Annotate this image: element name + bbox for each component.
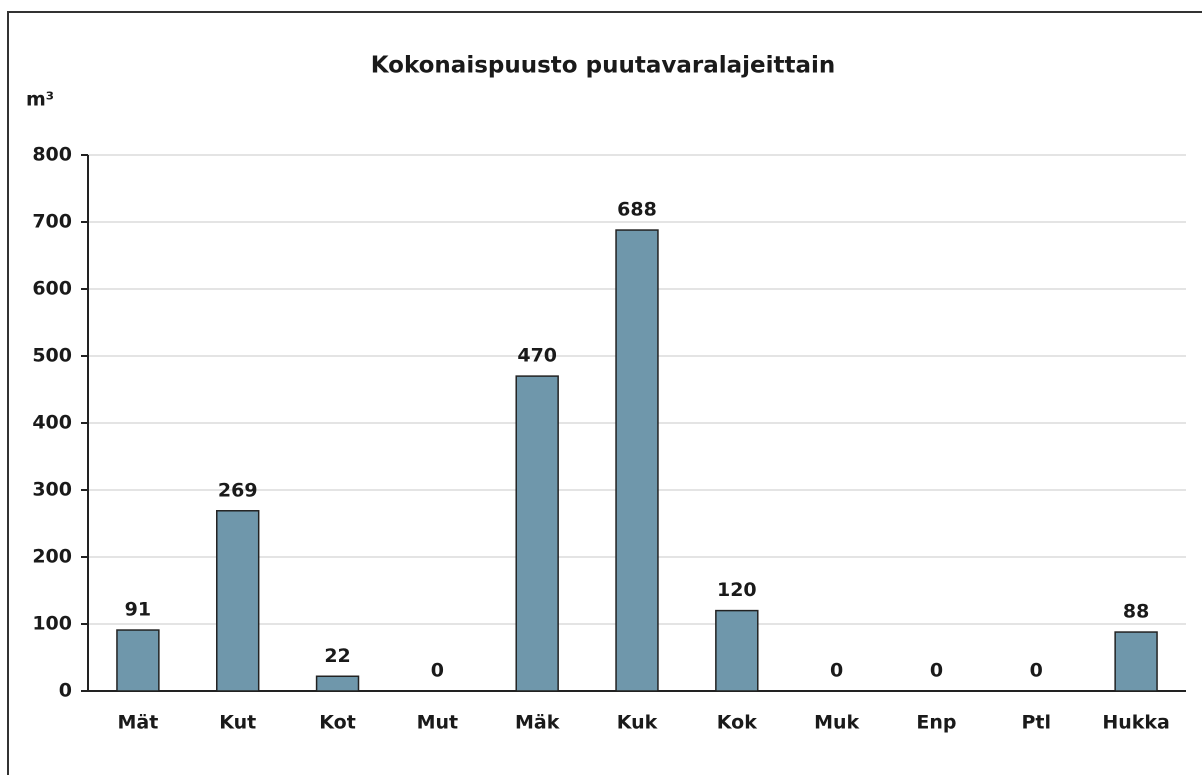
data-label: 88 (1123, 601, 1149, 623)
x-tick-label: Kok (717, 712, 757, 734)
data-label: 0 (830, 660, 843, 682)
bar (1114, 631, 1158, 692)
data-label: 0 (930, 660, 943, 682)
y-axis-label: m³ (26, 89, 54, 111)
x-tick-label: Kut (219, 712, 256, 734)
x-tick-label: Hukka (1102, 712, 1170, 734)
data-label: 120 (717, 579, 757, 601)
x-tick-label: Kuk (617, 712, 658, 734)
bar (216, 510, 260, 692)
y-tick-label: 0 (59, 680, 72, 702)
data-label: 22 (324, 645, 350, 667)
y-tick-label: 200 (32, 546, 72, 568)
x-tick-label: Ptl (1022, 712, 1052, 734)
chart-title: Kokonaispuusto puutavaralajeittain (371, 53, 836, 79)
x-tick-label: Kot (319, 712, 356, 734)
y-tick-label: 800 (32, 144, 72, 166)
data-label: 0 (431, 660, 444, 682)
x-tick-label: Mut (417, 712, 459, 734)
y-tick-label: 600 (32, 278, 72, 300)
data-label: 470 (517, 345, 557, 367)
x-tick-label: Mäk (515, 712, 560, 734)
x-tick-label: Muk (814, 712, 859, 734)
y-tick-label: 400 (32, 412, 72, 434)
y-tick-label: 500 (32, 345, 72, 367)
y-tick-label: 300 (32, 479, 72, 501)
x-tick-label: Mät (118, 712, 159, 734)
y-tick-label: 700 (32, 211, 72, 233)
bar (116, 629, 160, 692)
data-label: 91 (125, 599, 151, 621)
data-label: 269 (218, 479, 258, 501)
bar (715, 609, 759, 692)
x-tick-label: Enp (916, 712, 956, 734)
chart-frame (7, 11, 1202, 775)
bar (615, 229, 659, 692)
y-tick-label: 100 (32, 613, 72, 635)
bar (315, 675, 360, 692)
data-label: 688 (617, 199, 657, 221)
bar (515, 375, 559, 692)
data-label: 0 (1030, 660, 1043, 682)
